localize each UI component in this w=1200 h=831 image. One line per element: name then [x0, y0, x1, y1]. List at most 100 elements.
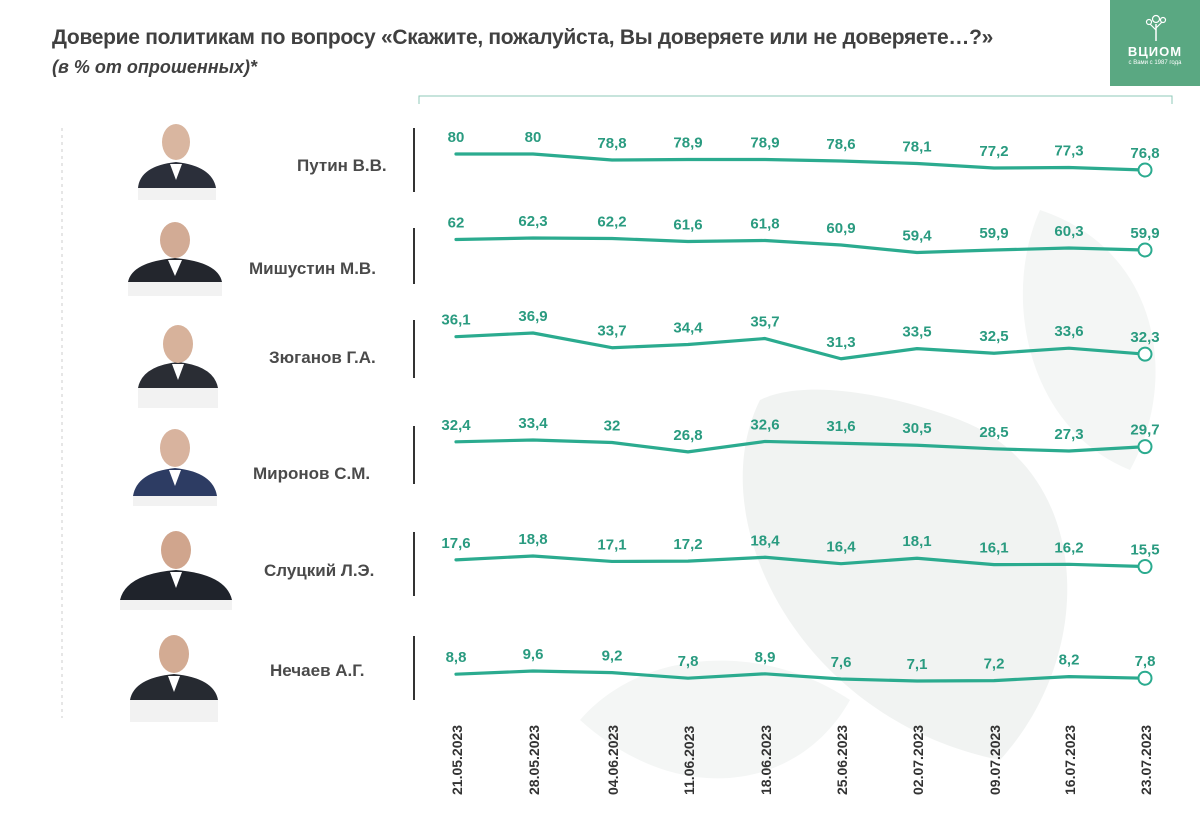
data-label: 16,2 [1054, 539, 1083, 556]
data-label: 36,1 [441, 312, 470, 329]
x-tick-label: 23.07.2023 [1138, 725, 1154, 795]
data-label: 32,6 [750, 416, 779, 433]
data-label: 80 [525, 129, 542, 146]
x-tick-label: 02.07.2023 [910, 725, 926, 795]
series-end-marker [1137, 346, 1153, 362]
data-label: 8,9 [755, 649, 776, 666]
politician-name: Нечаев А.Г. [270, 661, 365, 680]
series-line [454, 554, 1147, 569]
series-line [454, 438, 1147, 454]
data-label: 62 [448, 215, 465, 232]
data-label: 77,2 [979, 143, 1008, 160]
politician-photo [128, 222, 222, 296]
data-label: 18,8 [518, 531, 547, 548]
data-label: 29,7 [1130, 422, 1159, 439]
chart-top-bracket [418, 95, 1173, 104]
data-label: 18,4 [750, 532, 780, 549]
data-label: 61,6 [673, 217, 702, 234]
data-label: 32 [604, 418, 621, 435]
data-label: 60,9 [826, 220, 855, 237]
data-label: 59,9 [1130, 225, 1159, 242]
series-end-marker [1137, 670, 1153, 686]
politician-name: Слуцкий Л.Э. [264, 561, 375, 580]
data-label: 76,8 [1130, 145, 1159, 162]
data-label: 61,8 [750, 216, 779, 233]
x-tick-label: 25.06.2023 [834, 725, 850, 795]
data-label: 30,5 [902, 420, 931, 437]
data-label: 17,1 [597, 536, 626, 553]
x-tick-label: 04.06.2023 [605, 725, 621, 795]
logo-tagline: с Вами с 1987 года [1128, 60, 1182, 66]
series-end-marker [1137, 439, 1153, 455]
data-label: 32,4 [441, 417, 471, 434]
data-label: 80 [448, 129, 465, 146]
x-tick-label: 21.05.2023 [449, 725, 465, 795]
data-label: 28,5 [979, 424, 1008, 441]
data-label: 31,6 [826, 418, 855, 435]
politician-photo [120, 531, 232, 610]
data-label: 62,2 [597, 214, 626, 231]
politician-photo [130, 118, 222, 200]
data-label: 78,6 [826, 136, 855, 153]
politician-photo [130, 635, 218, 722]
politician-photo [133, 429, 217, 506]
data-label: 34,4 [673, 320, 703, 337]
series-line [454, 669, 1147, 683]
data-label: 18,1 [902, 533, 931, 550]
data-label: 78,1 [902, 139, 931, 156]
data-label: 9,2 [602, 648, 623, 665]
data-label: 78,9 [673, 135, 702, 152]
politician-photo [138, 325, 218, 408]
data-label: 31,3 [826, 334, 855, 351]
data-label: 78,8 [597, 135, 626, 152]
data-label: 17,6 [441, 535, 470, 552]
data-label: 33,5 [902, 324, 931, 341]
series-end-marker [1137, 162, 1153, 178]
data-label: 32,5 [979, 328, 1008, 345]
data-label: 60,3 [1054, 223, 1083, 240]
data-label: 59,9 [979, 225, 1008, 242]
data-label: 27,3 [1054, 426, 1083, 443]
data-label: 7,8 [678, 653, 699, 670]
data-label: 32,3 [1130, 329, 1159, 346]
data-label: 59,4 [902, 228, 932, 245]
data-label: 62,3 [518, 213, 547, 230]
chart-subtitle: (в % от опрошенных)* [52, 57, 257, 77]
data-label: 7,6 [831, 654, 852, 671]
data-label: 7,8 [1135, 653, 1156, 670]
x-tick-label: 16.07.2023 [1062, 725, 1078, 795]
data-label: 33,7 [597, 323, 626, 340]
data-label: 16,4 [826, 539, 856, 556]
logo-name: ВЦИОМ [1127, 44, 1183, 59]
politician-name: Мишустин М.В. [249, 259, 376, 278]
data-label: 8,8 [446, 649, 467, 666]
series-line [454, 152, 1147, 172]
x-tick-label: 09.07.2023 [987, 725, 1003, 795]
x-tick-label: 28.05.2023 [526, 725, 542, 795]
series-line [454, 236, 1147, 255]
x-tick-label: 18.06.2023 [758, 725, 774, 795]
vciom-logo: ВЦИОМ с Вами с 1987 года [1110, 0, 1200, 86]
data-label: 33,6 [1054, 323, 1083, 340]
politician-name: Миронов С.М. [253, 464, 371, 483]
data-label: 35,7 [750, 314, 779, 331]
politician-name: Путин В.В. [297, 156, 387, 175]
series-line [454, 331, 1147, 361]
tree-icon [1145, 14, 1167, 41]
chart-title: Доверие политикам по вопросу «Скажите, п… [52, 26, 993, 49]
data-label: 8,2 [1059, 652, 1080, 669]
data-label: 77,3 [1054, 143, 1083, 160]
data-label: 7,2 [984, 656, 1005, 673]
data-label: 78,9 [750, 135, 779, 152]
data-label: 15,5 [1130, 542, 1159, 559]
series-end-marker [1137, 559, 1153, 575]
politician-name: Зюганов Г.А. [269, 348, 376, 367]
data-label: 16,1 [979, 540, 1008, 557]
data-label: 7,1 [907, 656, 928, 673]
data-label: 33,4 [518, 415, 548, 432]
data-label: 17,2 [673, 536, 702, 553]
x-tick-label: 11.06.2023 [681, 725, 697, 795]
data-label: 36,9 [518, 308, 547, 325]
